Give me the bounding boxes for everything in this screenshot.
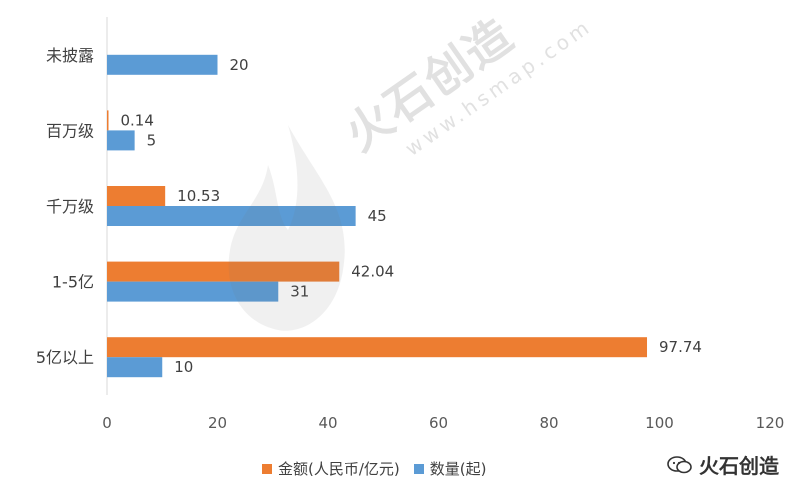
- data-label: 10.53: [177, 187, 220, 205]
- x-tick-label: 0: [102, 414, 112, 432]
- bar-amount: [107, 110, 109, 131]
- category-label: 千万级: [46, 197, 94, 216]
- legend-item-count: 数量(起): [413, 458, 487, 479]
- bar-count: [107, 130, 135, 151]
- data-label: 31: [290, 283, 309, 301]
- x-tick-label: 40: [318, 414, 337, 432]
- bar-count: [107, 206, 356, 226]
- x-tick-label: 100: [645, 414, 674, 432]
- legend-label-count: 数量(起): [429, 460, 487, 478]
- category-label: 百万级: [46, 121, 94, 140]
- x-tick-label: 20: [208, 414, 227, 432]
- data-label: 0.14: [121, 111, 154, 129]
- data-label: 5: [147, 131, 157, 149]
- bar-amount: [107, 337, 648, 358]
- bar-count: [107, 281, 279, 302]
- category-label: 未披露: [46, 46, 94, 65]
- x-tick-label: 60: [429, 414, 448, 432]
- legend-swatch-count: [413, 463, 424, 474]
- data-label: 45: [368, 207, 387, 225]
- category-label: 5亿以上: [36, 348, 94, 367]
- bar-amount: [107, 261, 340, 282]
- category-label: 1-5亿: [52, 273, 94, 292]
- data-label: 20: [230, 56, 249, 74]
- x-tick-label: 120: [756, 414, 785, 432]
- bar-count: [107, 357, 163, 378]
- data-label: 10: [174, 358, 193, 376]
- brand-text: 火石创造: [699, 454, 779, 478]
- flame-watermark-icon: [218, 120, 358, 344]
- brand-mark: 火石创造: [667, 450, 779, 479]
- legend-item-amount: 金额(人民币/亿元): [262, 458, 400, 479]
- wechat-icon: [667, 455, 692, 473]
- data-label: 97.74: [659, 338, 702, 356]
- legend: 金额(人民币/亿元) 数量(起): [262, 458, 500, 479]
- data-label: 42.04: [351, 263, 394, 281]
- bar-count: [107, 54, 218, 75]
- bar-amount: [107, 186, 166, 206]
- legend-swatch-amount: [262, 463, 272, 474]
- legend-label-amount: 金额(人民币/亿元): [278, 460, 400, 478]
- x-tick-label: 80: [539, 414, 558, 432]
